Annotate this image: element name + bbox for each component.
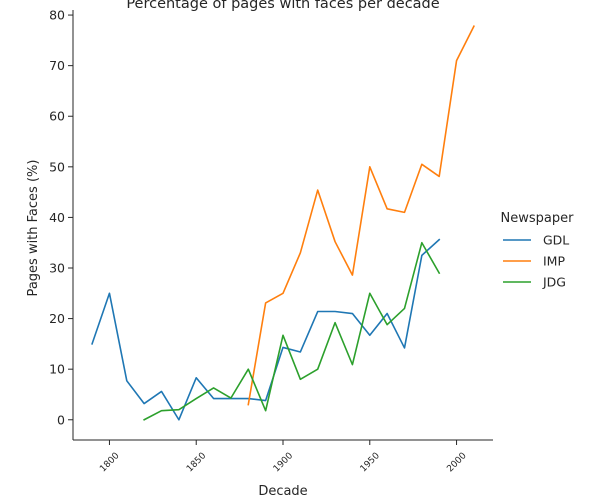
legend: Newspaper GDL IMP JDG [501, 211, 575, 290]
legend-label-gdl: GDL [543, 233, 569, 248]
y-tick-label: 20 [49, 311, 65, 326]
plot-lines [91, 25, 475, 421]
x-tick-label: 1850 [185, 451, 208, 474]
y-tick-label: 0 [57, 412, 65, 427]
x-tick-label: 1900 [272, 451, 295, 474]
x-tick-label: 1800 [98, 451, 121, 474]
legend-title: Newspaper [501, 211, 575, 226]
y-axis-ticks: 0 10 20 30 40 50 60 70 80 [49, 8, 73, 427]
series-line-gdl [91, 238, 441, 421]
y-axis-title: Pages with Faces (%) [26, 160, 41, 297]
y-tick-label: 70 [49, 58, 65, 73]
x-axis-title: Decade [258, 484, 307, 499]
x-tick-label: 1950 [359, 451, 382, 474]
x-tick-label: 2000 [445, 451, 468, 474]
series-line-jdg [143, 241, 441, 421]
y-tick-label: 80 [49, 8, 65, 23]
legend-label-jdg: JDG [542, 275, 566, 290]
y-tick-label: 40 [49, 210, 65, 225]
legend-label-imp: IMP [543, 254, 565, 269]
y-tick-label: 50 [49, 159, 65, 174]
y-tick-label: 10 [49, 362, 65, 377]
y-tick-label: 60 [49, 109, 65, 124]
legend-entries: GDL IMP JDG [503, 233, 569, 290]
series-line-imp [247, 25, 475, 406]
x-axis-ticks: 1800 1850 1900 1950 2000 [98, 440, 469, 474]
chart-title: Percentage of pages with faces per decad… [126, 0, 439, 12]
y-tick-label: 30 [49, 261, 65, 276]
